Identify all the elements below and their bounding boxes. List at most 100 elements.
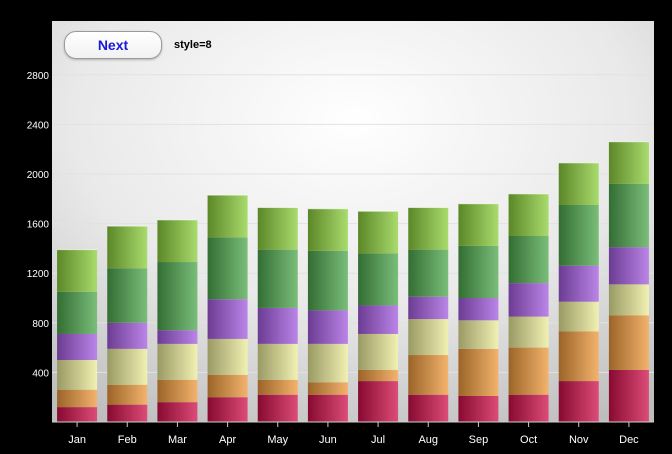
bar-segment	[458, 348, 499, 396]
bar-segment	[307, 382, 348, 395]
bar-segment	[157, 343, 198, 380]
bar-segment	[458, 245, 499, 298]
bar-segment	[207, 397, 248, 422]
bar-segment	[508, 316, 549, 348]
bar-segment	[257, 379, 298, 395]
bar-segment	[307, 250, 348, 311]
bar-segment	[107, 404, 148, 422]
bar-segment	[608, 369, 649, 422]
x-tick-label: Feb	[118, 434, 137, 446]
bar-segment	[408, 249, 449, 297]
bar-stack-apr	[207, 194, 248, 422]
y-tick-label: 2400	[27, 120, 50, 131]
bar-segment	[257, 394, 298, 422]
bar-segment	[107, 384, 148, 405]
bar-segment	[307, 343, 348, 383]
bar-segment	[107, 322, 148, 349]
bars	[57, 141, 649, 422]
bar-segment	[358, 211, 399, 254]
bar-stack-may	[257, 206, 298, 422]
style-label: style=8	[174, 39, 212, 51]
bar-segment	[608, 247, 649, 285]
bar-segment	[57, 291, 98, 334]
bar-segment	[608, 315, 649, 370]
bar-segment	[207, 195, 248, 238]
bar-segment	[408, 319, 449, 356]
bar-segment	[157, 219, 198, 263]
y-tick-label: 2800	[27, 71, 50, 82]
grid-lines	[52, 74, 654, 373]
bar-stack-dec	[608, 141, 649, 422]
bar-segment	[157, 262, 198, 331]
bar-segment	[558, 381, 599, 422]
bar-segment	[207, 374, 248, 398]
bar-segment	[558, 265, 599, 302]
bar-segment	[508, 236, 549, 284]
bar-segment	[57, 360, 98, 390]
bar-segment	[558, 331, 599, 382]
bar-stack-sep	[458, 203, 499, 422]
bar-segment	[458, 320, 499, 349]
bar-segment	[307, 310, 348, 344]
bar-stack-nov	[558, 162, 599, 422]
bar-segment	[57, 389, 98, 408]
bar-segment	[408, 207, 449, 250]
bar-segment	[508, 193, 549, 236]
bar-segment	[57, 333, 98, 360]
bar-segment	[358, 369, 399, 382]
x-tick-label: Dec	[619, 434, 639, 446]
next-button[interactable]: Next	[64, 31, 162, 59]
bar-segment	[207, 338, 248, 375]
plot-background	[52, 21, 654, 422]
bar-segment	[358, 253, 399, 306]
bar-segment	[458, 203, 499, 246]
bar-segment	[157, 330, 198, 344]
y-tick-label: 400	[32, 368, 49, 379]
bar-segment	[558, 205, 599, 266]
bar-stack-mar	[157, 219, 198, 422]
bar-segment	[508, 347, 549, 395]
bar-segment	[207, 299, 248, 339]
bar-segment	[508, 283, 549, 317]
bar-segment	[107, 226, 148, 269]
bar-segment	[458, 395, 499, 422]
x-tick-label: Jun	[319, 434, 337, 446]
y-axis: 400 800 1200 1600 2000 2400 2800	[27, 71, 50, 380]
bar-segment	[57, 249, 98, 292]
y-tick-label: 800	[32, 319, 49, 330]
y-tick-label: 2000	[27, 170, 50, 181]
bar-stack-jan	[57, 249, 98, 422]
bar-stack-oct	[508, 193, 549, 422]
bar-segment	[107, 348, 148, 385]
x-tick-label: Jul	[371, 434, 385, 446]
bar-stack-feb	[107, 225, 148, 422]
bar-segment	[257, 249, 298, 308]
bar-segment	[458, 298, 499, 321]
y-tick-label: 1600	[27, 220, 50, 231]
bar-segment	[558, 301, 599, 332]
x-tick-label: Oct	[520, 434, 537, 446]
x-tick-label: May	[267, 434, 288, 446]
x-axis: Jan Feb Mar Apr May Jun Jul Aug Sep Oct Nov Dec	[68, 422, 639, 446]
bar-segment	[408, 355, 449, 395]
x-tick-label: Sep	[469, 434, 489, 446]
bar-segment	[408, 296, 449, 320]
x-tick-label: Apr	[219, 434, 236, 446]
bar-segment	[257, 307, 298, 344]
x-tick-label: Jan	[68, 434, 86, 446]
x-tick-label: Mar	[168, 434, 187, 446]
bar-segment	[57, 407, 98, 422]
bar-segment	[157, 379, 198, 403]
bar-segment	[257, 207, 298, 250]
bar-segment	[107, 268, 148, 323]
bar-segment	[358, 333, 399, 370]
x-tick-label: Nov	[569, 434, 589, 446]
bar-segment	[408, 394, 449, 422]
bar-stack-aug	[408, 206, 449, 422]
bar-segment	[608, 183, 649, 248]
bar-segment	[307, 394, 348, 422]
y-tick-label: 1200	[27, 269, 50, 280]
bar-segment	[257, 343, 298, 380]
